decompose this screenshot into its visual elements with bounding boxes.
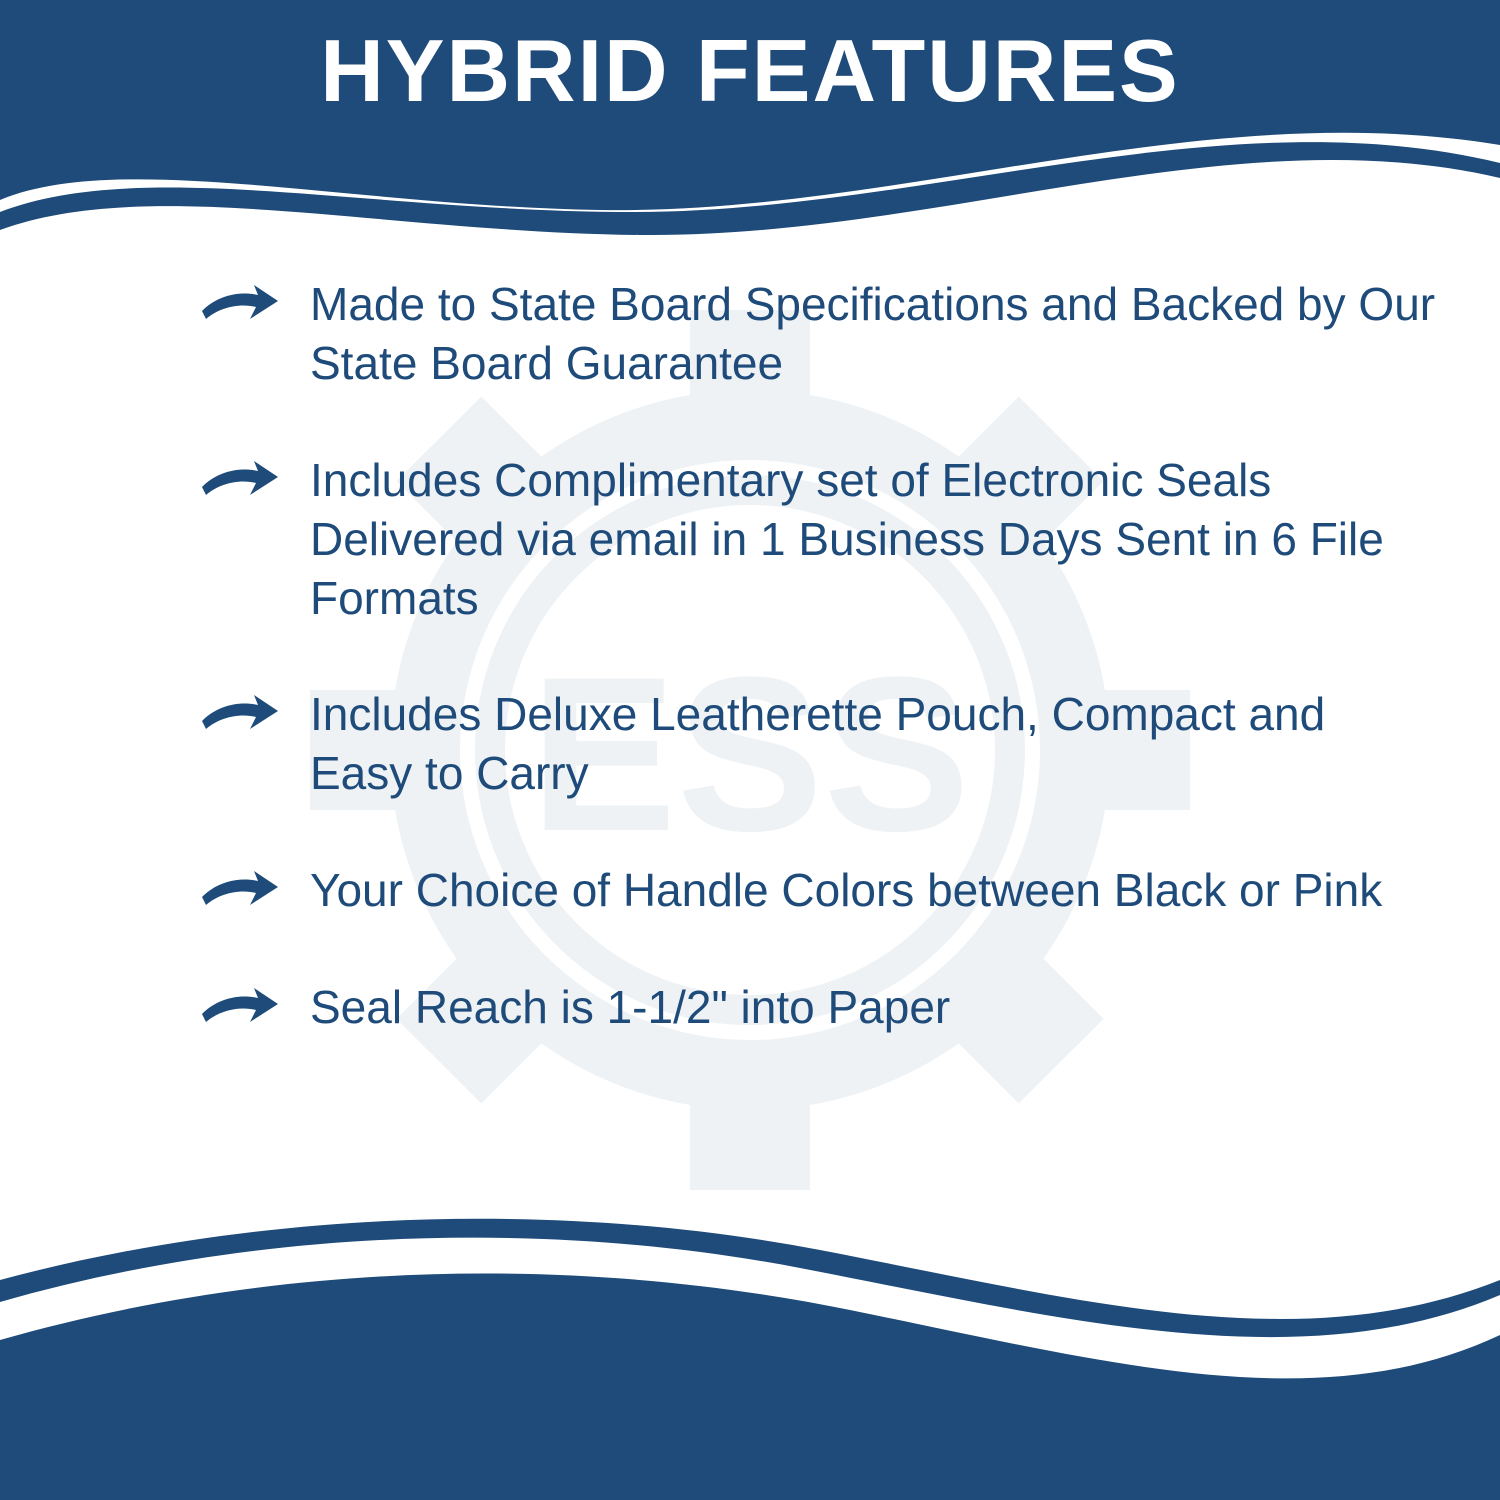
feature-text: Made to State Board Specifications and B… xyxy=(310,275,1440,393)
page-title: HYBRID FEATURES xyxy=(0,20,1500,122)
feature-text: Includes Deluxe Leatherette Pouch, Compa… xyxy=(310,685,1440,803)
feature-item: Seal Reach is 1-1/2" into Paper xyxy=(200,978,1440,1037)
feature-item: Your Choice of Handle Colors between Bla… xyxy=(200,861,1440,920)
feature-text: Your Choice of Handle Colors between Bla… xyxy=(310,861,1382,920)
feature-item: Includes Complimentary set of Electronic… xyxy=(200,451,1440,628)
arrow-icon xyxy=(200,281,280,325)
feature-item: Made to State Board Specifications and B… xyxy=(200,275,1440,393)
arrow-icon xyxy=(200,867,280,911)
arrow-icon xyxy=(200,984,280,1028)
features-list: Made to State Board Specifications and B… xyxy=(200,275,1440,1095)
feature-text: Seal Reach is 1-1/2" into Paper xyxy=(310,978,950,1037)
footer-wave xyxy=(0,1080,1500,1500)
arrow-icon xyxy=(200,457,280,501)
feature-item: Includes Deluxe Leatherette Pouch, Compa… xyxy=(200,685,1440,803)
feature-text: Includes Complimentary set of Electronic… xyxy=(310,451,1440,628)
arrow-icon xyxy=(200,691,280,735)
